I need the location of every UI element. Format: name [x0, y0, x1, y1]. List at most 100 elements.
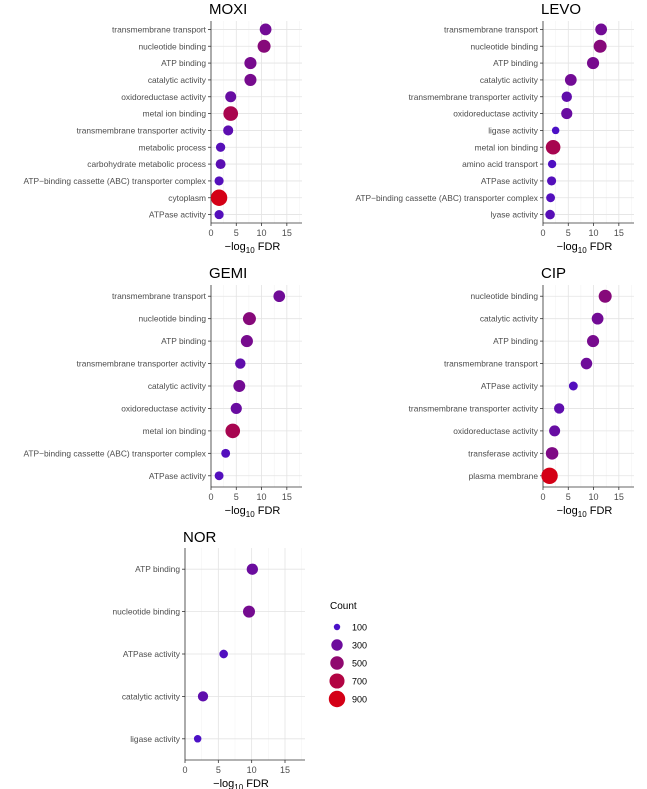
x-tick-label: 5 [234, 228, 239, 238]
legend-key [329, 673, 345, 689]
data-point [210, 189, 228, 206]
category-label: ATP−binding cassette (ABC) transporter c… [23, 176, 206, 186]
data-point [193, 735, 202, 743]
category-label: ATPase activity [149, 210, 207, 220]
data-point [257, 39, 271, 53]
data-point [223, 106, 239, 121]
data-point [240, 335, 253, 348]
legend-key [331, 639, 343, 651]
x-tick-label: 15 [614, 228, 624, 238]
data-point [225, 423, 241, 439]
data-point [230, 402, 242, 415]
data-point [243, 605, 255, 618]
x-tick-label: 5 [216, 765, 221, 775]
category-label: ATP binding [493, 58, 538, 68]
x-tick-label: 0 [182, 765, 187, 775]
data-point [554, 403, 565, 414]
category-label: transmembrane transporter activity [409, 403, 539, 413]
data-point [580, 357, 593, 370]
data-point [214, 176, 224, 186]
data-point [244, 57, 257, 70]
category-label: ligase activity [488, 125, 539, 135]
category-label: transmembrane transporter activity [77, 359, 207, 369]
data-point [593, 39, 607, 53]
data-point [545, 447, 559, 460]
category-label: oxidoreductase activity [453, 109, 539, 119]
legend-label: 900 [352, 695, 367, 705]
category-label: ATP binding [161, 336, 206, 346]
panel-title: LEVO [541, 1, 581, 18]
category-label: transferase activity [468, 448, 539, 458]
data-point [547, 159, 557, 169]
category-label: ATPase activity [123, 649, 181, 659]
data-point [546, 193, 556, 203]
data-point [235, 358, 246, 369]
category-label: lyase activity [491, 210, 539, 220]
x-tick-label: 5 [234, 492, 239, 502]
data-point [561, 108, 573, 120]
x-axis-label: −log10 FDR [213, 778, 269, 789]
data-point [586, 57, 600, 70]
category-label: catalytic activity [148, 75, 207, 85]
category-label: nucleotide binding [470, 41, 538, 51]
category-label: ATP binding [135, 564, 180, 574]
x-tick-label: 10 [257, 228, 267, 238]
category-label: nucleotide binding [112, 607, 180, 617]
x-axis-label: −log10 FDR [225, 241, 281, 255]
category-label: catalytic activity [480, 314, 539, 324]
category-label: oxidoreductase activity [453, 426, 539, 436]
category-label: oxidoreductase activity [121, 92, 207, 102]
panel-title: CIP [541, 265, 566, 282]
category-label: metal ion binding [143, 109, 207, 119]
category-label: transmembrane transport [112, 291, 207, 301]
x-tick-label: 0 [540, 492, 545, 502]
data-point [214, 210, 224, 220]
x-tick-label: 10 [589, 228, 599, 238]
x-tick-label: 0 [208, 228, 213, 238]
category-label: ATP binding [493, 336, 538, 346]
x-tick-label: 0 [540, 228, 545, 238]
x-tick-label: 10 [257, 492, 267, 502]
x-tick-label: 15 [280, 765, 290, 775]
legend-key [333, 623, 341, 631]
x-axis-label: −log10 FDR [557, 241, 613, 255]
legend-key [328, 690, 346, 708]
data-point [233, 380, 246, 392]
category-label: catalytic activity [122, 691, 181, 701]
category-label: amino acid transport [462, 159, 539, 169]
legend-label: 700 [352, 677, 367, 687]
data-point [225, 91, 237, 103]
panel-title: NOR [183, 529, 217, 546]
data-point [549, 425, 561, 437]
category-label: ATPase activity [481, 176, 539, 186]
data-point [551, 126, 560, 135]
data-point [219, 649, 228, 659]
x-tick-label: 15 [282, 492, 292, 502]
legend-key [330, 656, 344, 670]
data-point [547, 176, 557, 186]
category-label: catalytic activity [148, 381, 207, 391]
x-tick-label: 5 [566, 492, 571, 502]
data-point [545, 209, 555, 220]
panel-title: MOXI [209, 1, 247, 18]
category-label: ATPase activity [149, 471, 207, 481]
data-point [259, 23, 272, 36]
data-point [197, 691, 209, 702]
legend-title: Count [330, 601, 357, 612]
category-label: plasma membrane [469, 471, 539, 481]
data-point [215, 142, 226, 152]
panel-title: GEMI [209, 265, 247, 282]
category-label: metal ion binding [475, 142, 539, 152]
data-point [568, 381, 578, 391]
data-point [273, 290, 286, 303]
data-point [586, 335, 600, 348]
data-point [215, 159, 226, 170]
category-label: nucleotide binding [470, 291, 538, 301]
x-tick-label: 0 [208, 492, 213, 502]
x-axis-label: −log10 FDR [225, 505, 281, 519]
count-legend: Count 100 300 500 700 900 [328, 601, 367, 708]
data-point [591, 312, 604, 325]
